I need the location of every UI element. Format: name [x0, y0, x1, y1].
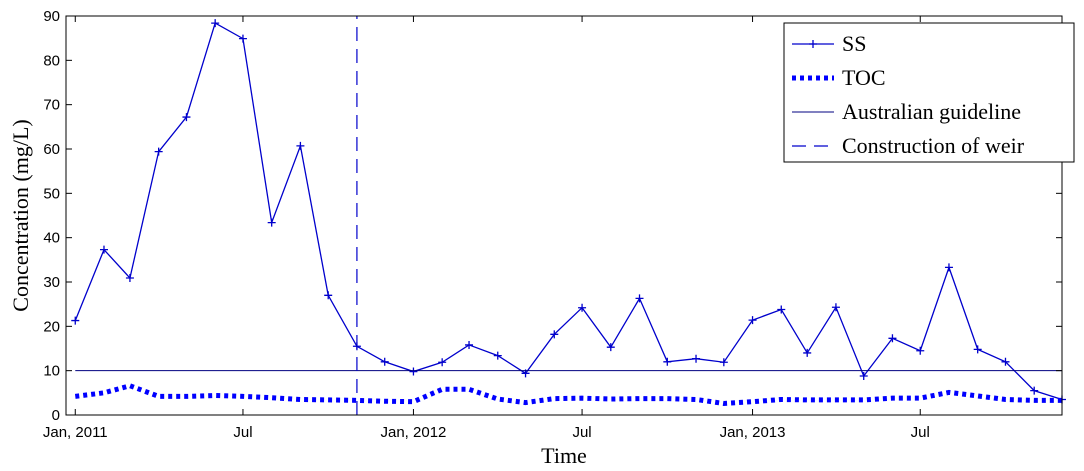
data-point-marker [465, 340, 474, 349]
data-point-marker [606, 343, 615, 352]
data-point-marker [635, 294, 644, 303]
data-point-marker [831, 303, 840, 312]
data-point-marker [125, 274, 134, 283]
axes-layer: 0 10 20 30 40 50 60 70 80 90 Jan, 2011 Jul Jan, 2012… [43, 8, 1063, 441]
data-point-marker [154, 147, 163, 156]
data-point-marker [182, 113, 191, 122]
data-point-marker [438, 358, 447, 367]
legend-marker [809, 40, 817, 48]
y-tick-label: 0 [52, 407, 60, 424]
legend-label: Australian guideline [842, 99, 1021, 124]
data-point-marker [944, 263, 953, 272]
legend-item: SS [792, 31, 866, 56]
y-tick-label: 40 [43, 230, 60, 247]
data-point-marker [409, 367, 418, 376]
y-tick-label: 90 [43, 8, 60, 25]
data-point-marker [71, 316, 80, 325]
data-point-marker [803, 348, 812, 357]
data-point-marker [888, 334, 897, 343]
data-point-marker [324, 291, 333, 300]
legend-box [783, 22, 1075, 163]
x-tick-label: Jan, 2011 [43, 424, 108, 441]
data-point-marker [663, 357, 672, 366]
y-tick-label: 70 [43, 97, 60, 114]
data-point-marker [748, 316, 757, 325]
x-axis-title: Time [541, 443, 587, 468]
data-point-marker [211, 19, 220, 28]
x-tick-label: Jul [572, 424, 591, 441]
data-point-marker [493, 351, 502, 360]
data-point-marker [550, 330, 559, 339]
data-point-marker [578, 303, 587, 312]
x-tick-label: Jan, 2013 [720, 424, 786, 441]
data-point-marker [973, 345, 982, 354]
y-tick-label: 10 [43, 363, 60, 380]
x-tick-label: Jul [911, 424, 930, 441]
data-point-marker [777, 305, 786, 314]
y-tick-label: 50 [43, 185, 60, 202]
data-point-marker [238, 34, 247, 43]
data-point-marker [267, 218, 276, 227]
legend-label: TOC [842, 65, 886, 90]
y-tick-label: 30 [43, 274, 60, 291]
data-point-marker [1001, 357, 1010, 366]
data-point-marker [99, 245, 108, 254]
x-tick-label: Jul [233, 424, 252, 441]
y-tick-label: 80 [43, 52, 60, 69]
data-point-marker [719, 358, 728, 367]
axes-frame [65, 15, 1063, 416]
data-point-marker [916, 346, 925, 355]
data-point-marker [859, 371, 868, 380]
legend: SS TOC Australian guideline Construction of… [783, 22, 1075, 163]
legend-item: Construction of weir [792, 133, 1025, 158]
series-line [74, 22, 1063, 401]
y-tick-label: 20 [43, 318, 60, 335]
data-point-marker [1030, 386, 1039, 395]
legend-label: Construction of weir [842, 133, 1025, 158]
legend-label: SS [842, 31, 866, 56]
legend-item: Australian guideline [792, 99, 1021, 124]
y-axis-title: Concentration (mg/L) [8, 119, 33, 311]
data-point-marker [380, 357, 389, 366]
data-point-marker [296, 141, 305, 150]
y-tick-label: 60 [43, 141, 60, 158]
data-point-marker [692, 354, 701, 363]
legend-item: TOC [792, 65, 886, 90]
x-tick-label: Jan, 2012 [380, 424, 446, 441]
